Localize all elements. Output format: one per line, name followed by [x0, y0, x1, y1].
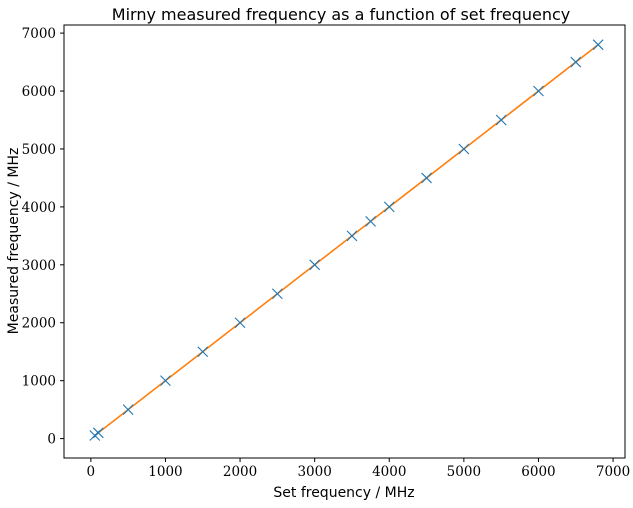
data-point [365, 215, 376, 227]
data-point [234, 317, 246, 329]
x-tick-label: 0 [87, 464, 96, 480]
y-tick-label: 7000 [22, 26, 56, 42]
y-tick-label: 4000 [22, 200, 56, 216]
fit-line [94, 44, 599, 437]
y-tick-label: 2000 [22, 316, 56, 332]
data-point [421, 172, 432, 184]
data-point [458, 143, 470, 155]
data-point [533, 85, 544, 97]
y-axis-label: Measured frequency / MHz [6, 148, 22, 335]
data-point [346, 230, 358, 242]
data-point [92, 427, 104, 439]
y-tick-label: 3000 [22, 258, 56, 274]
data-point [160, 375, 171, 387]
x-tick-label: 2000 [223, 464, 257, 480]
plot-frame [63, 24, 626, 459]
y-axis: 0 1000 2000 3000 4000 5000 6000 7000 [22, 26, 64, 448]
y-tick-label: 1000 [22, 374, 56, 390]
x-tick-label: 5000 [447, 464, 481, 480]
plot-area [89, 39, 604, 441]
data-point [122, 404, 134, 416]
data-point [383, 201, 395, 213]
x-tick-label: 3000 [297, 464, 331, 480]
data-point [309, 259, 321, 271]
x-axis: 0 1000 2000 3000 4000 5000 6000 7000 [87, 458, 630, 480]
chart-title: Mirny measured frequency as a function o… [112, 5, 570, 24]
x-tick-label: 4000 [372, 464, 406, 480]
x-tick-label: 7000 [596, 464, 630, 480]
data-point [592, 39, 604, 51]
x-tick-label: 1000 [148, 464, 182, 480]
data-point [570, 56, 582, 68]
y-tick-label: 6000 [22, 84, 56, 100]
x-axis-label: Set frequency / MHz [273, 485, 414, 501]
data-point [197, 346, 209, 358]
y-tick-label: 5000 [22, 142, 56, 158]
y-tick-label: 0 [47, 432, 56, 448]
x-tick-label: 6000 [521, 464, 555, 480]
data-point [495, 114, 507, 126]
data-point [271, 288, 283, 300]
